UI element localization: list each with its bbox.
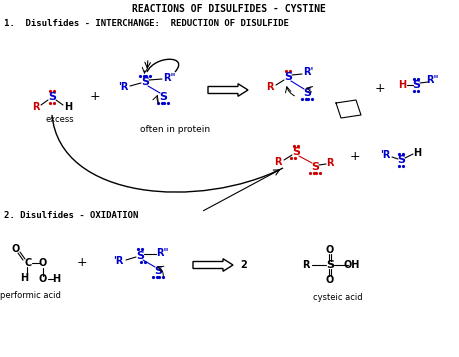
FancyArrow shape: [208, 84, 248, 96]
Text: H: H: [64, 102, 72, 112]
Text: O: O: [39, 258, 47, 268]
Text: S: S: [136, 251, 144, 261]
Text: H: H: [398, 80, 406, 90]
Text: +: +: [77, 256, 87, 270]
Text: S: S: [141, 77, 149, 87]
Text: S: S: [154, 266, 162, 276]
Text: R: R: [302, 260, 310, 270]
Text: O: O: [326, 245, 334, 255]
Text: +: +: [350, 151, 360, 164]
Text: H: H: [413, 148, 421, 158]
Text: S: S: [159, 92, 167, 102]
Text: S: S: [326, 260, 334, 270]
Text: S: S: [292, 147, 300, 157]
Text: R": R": [426, 75, 438, 85]
Text: R": R": [156, 248, 168, 258]
Text: R: R: [274, 157, 282, 167]
Text: R: R: [326, 158, 334, 168]
Text: often in protein: often in protein: [140, 125, 210, 134]
Text: S: S: [397, 155, 405, 165]
Text: R: R: [32, 102, 40, 112]
Text: cysteic acid: cysteic acid: [313, 292, 363, 302]
Text: +: +: [375, 81, 385, 95]
Text: H: H: [20, 273, 28, 283]
FancyArrow shape: [193, 259, 233, 271]
Text: O: O: [39, 274, 47, 284]
Text: O: O: [326, 275, 334, 285]
Text: 2: 2: [241, 260, 247, 270]
Text: REACTIONS OF DISULFIDES - CYSTINE: REACTIONS OF DISULFIDES - CYSTINE: [132, 4, 326, 14]
Text: 1.  Disulfides - INTERCHANGE:  REDUCTION OF DISULFIDE: 1. Disulfides - INTERCHANGE: REDUCTION O…: [4, 20, 289, 29]
Text: O: O: [12, 244, 20, 254]
Text: OH: OH: [344, 260, 360, 270]
Text: 2. Disulfides - OXIDATION: 2. Disulfides - OXIDATION: [4, 211, 138, 220]
Text: S: S: [303, 88, 311, 98]
Text: S: S: [284, 72, 292, 82]
Text: 'R: 'R: [118, 82, 128, 92]
Text: +: +: [90, 91, 101, 104]
Text: S: S: [412, 80, 420, 90]
Text: 'R: 'R: [380, 150, 390, 160]
Text: S: S: [48, 92, 56, 102]
Text: R": R": [163, 73, 175, 83]
Text: 'R: 'R: [113, 256, 123, 266]
Text: H: H: [52, 274, 60, 284]
Text: C: C: [24, 258, 32, 268]
Text: S: S: [311, 162, 319, 172]
Text: excess: excess: [46, 115, 75, 124]
Text: R: R: [266, 82, 274, 92]
Text: performic acid: performic acid: [0, 291, 61, 300]
Text: R': R': [303, 67, 313, 77]
